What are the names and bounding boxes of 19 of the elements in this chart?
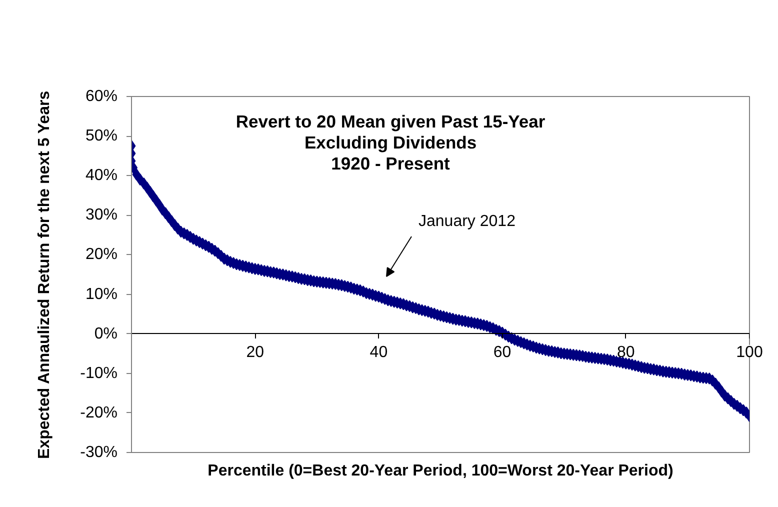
text: Revert to 20 Mean given Past 15-Year Excluding Dividends 1920 - Present bbox=[236, 112, 546, 174]
y-axis-title: Expected Annaulized Return for the next 5 Years bbox=[36, 90, 54, 459]
y-tick-label: -10% bbox=[80, 364, 118, 382]
y-tick-label: 50% bbox=[85, 128, 118, 145]
y-tick-label: 0% bbox=[94, 325, 118, 342]
y-tick-label: -20% bbox=[80, 404, 118, 422]
x-tick-label: 20 bbox=[246, 344, 264, 361]
x-tick-label: 40 bbox=[370, 344, 388, 361]
y-tick-label: 10% bbox=[85, 286, 118, 303]
x-axis-title: Percentile (0=Best 20-Year Period, 100=Worst 20-Year Period) bbox=[208, 462, 674, 480]
y-tick-label: 60% bbox=[85, 88, 118, 105]
x-tick-label: 100 bbox=[736, 344, 763, 361]
y-tick-label: 40% bbox=[85, 167, 118, 184]
y-tick-label: -30% bbox=[80, 444, 118, 461]
x-tick-label: 60 bbox=[493, 344, 512, 361]
annotation: January 2012 bbox=[418, 213, 516, 230]
y-tick-label: 20% bbox=[85, 246, 118, 264]
y-tick-label: 30% bbox=[85, 206, 118, 224]
x-tick-label: 80 bbox=[617, 344, 635, 361]
